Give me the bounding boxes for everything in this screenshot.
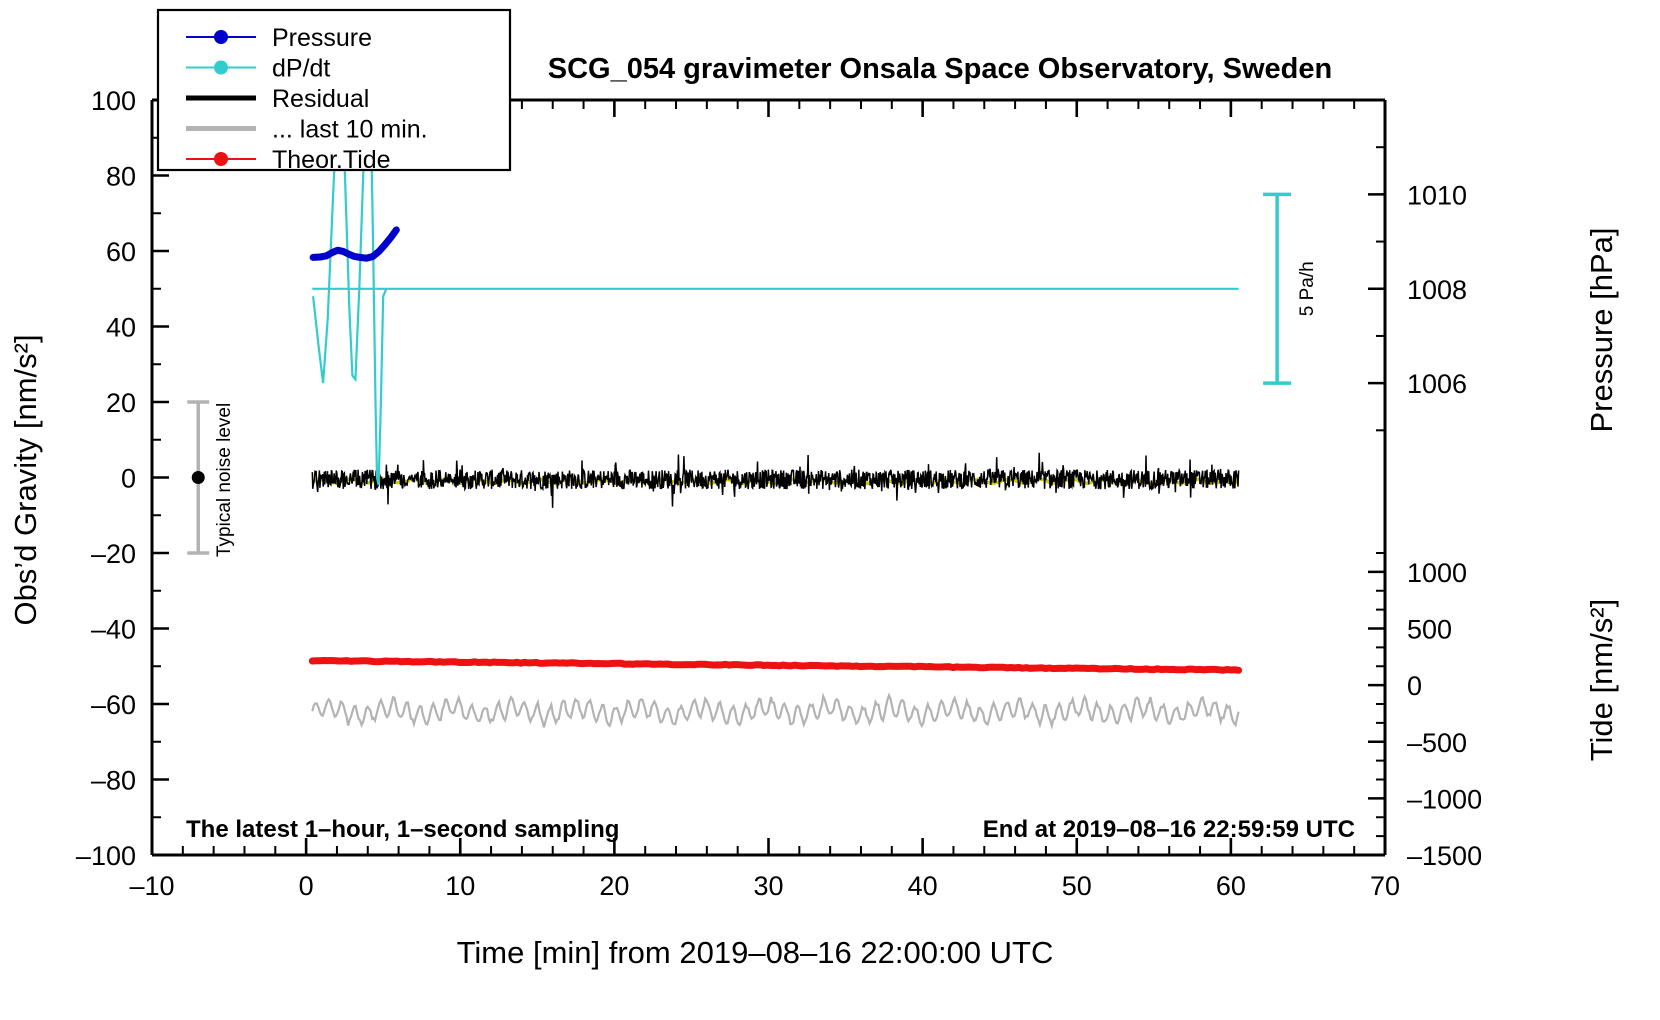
y-tick-label: –80	[91, 766, 136, 796]
y-axis-title: Obs’d Gravity [nm/s²]	[8, 334, 43, 625]
chart-title: SCG_054 gravimeter Onsala Space Observat…	[548, 53, 1332, 85]
y-tick-label: 20	[106, 388, 136, 418]
x-tick-label: 30	[753, 871, 783, 901]
right-axis-ticks: 1010 1008 1006 1000 500 0 –500 –1000 –1500	[1368, 99, 1482, 871]
right-axis-title-pressure: Pressure [hPa]	[1584, 227, 1619, 432]
x-tick-label: 0	[299, 871, 314, 901]
noise-marker-dot	[191, 471, 205, 484]
y-tick-label: 100	[91, 86, 136, 116]
legend-label-2: Residual	[272, 85, 369, 113]
x-tick-label: 50	[1062, 871, 1092, 901]
legend-label-4: Theor.Tide	[272, 146, 391, 174]
x-tick-label: 10	[445, 871, 475, 901]
tide-tick-label: 500	[1407, 615, 1452, 645]
series-residual	[311, 452, 1240, 508]
tide-tick-label: 0	[1407, 671, 1422, 701]
pressure-tick-label: 1006	[1407, 369, 1467, 399]
x-tick-label: 70	[1370, 871, 1400, 901]
x-tick-label: 40	[908, 871, 938, 901]
y-tick-label: 40	[106, 313, 136, 343]
y-axis-ticks: 100 80 60 40 20 0 –20 –40 –60 –80 –100	[76, 86, 169, 871]
legend-marker-0	[214, 30, 228, 44]
y-tick-label: –60	[91, 690, 136, 720]
series-theor-tide	[308, 656, 1243, 674]
legend-marker-1	[214, 60, 228, 75]
y-tick-label: 80	[106, 162, 136, 192]
legend-label-3: ... last 10 min.	[272, 116, 428, 144]
x-tick-label: 60	[1216, 871, 1246, 901]
y-tick-label: 0	[121, 464, 136, 494]
x-axis-title: Time [min] from 2019–08–16 22:00:00 UTC	[457, 935, 1054, 970]
series-pressure	[309, 226, 400, 262]
pressure-tick-label: 1008	[1407, 275, 1467, 305]
y-tick-label: –100	[76, 841, 136, 871]
tide-tick-label: –1500	[1407, 841, 1482, 871]
legend-label-1: dP/dt	[272, 55, 330, 83]
series-dpdt-oscillation	[312, 54, 388, 486]
pressure-tick-label: 1010	[1407, 180, 1467, 210]
y-tick-label: –40	[91, 615, 136, 645]
x-tick-label: 20	[599, 871, 629, 901]
legend-marker-4	[214, 152, 228, 166]
legend-label-0: Pressure	[272, 24, 372, 52]
bottom-left-note: The latest 1–hour, 1–second sampling	[186, 816, 619, 843]
scalebar-label: 5 Pa/h	[1297, 261, 1318, 316]
data-series-group	[308, 54, 1243, 731]
legend-box	[156, 8, 512, 172]
y-tick-label: 60	[106, 237, 136, 267]
x-tick-label: –10	[129, 871, 174, 901]
tide-tick-label: 1000	[1407, 558, 1467, 588]
right-axis-title-tide: Tide [nm/s²]	[1584, 599, 1619, 762]
tide-tick-label: –1000	[1407, 784, 1482, 814]
bottom-right-note: End at 2019–08–16 22:59:59 UTC	[983, 816, 1355, 843]
noise-marker-label: Typical noise level	[214, 403, 235, 557]
annotation-group: Typical noise level 5 Pa/h	[187, 192, 1318, 557]
series-last-10-min	[311, 692, 1240, 731]
tide-tick-label: –500	[1407, 728, 1467, 758]
y-tick-label: –20	[91, 539, 136, 569]
